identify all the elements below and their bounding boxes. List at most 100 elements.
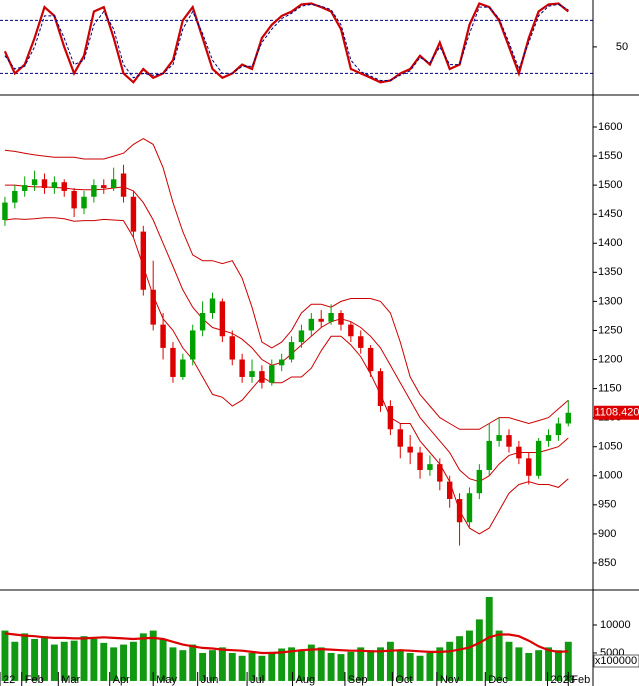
candle-body [91, 185, 97, 197]
candle-body [31, 179, 38, 186]
x-tick-label: 2023 [551, 674, 575, 686]
volume-bar [505, 641, 513, 681]
volume-bar [278, 648, 286, 681]
volume-bar [564, 641, 572, 681]
candle-body [170, 347, 176, 377]
candle-body [308, 318, 315, 331]
candle-body [209, 298, 216, 314]
volume-bar [248, 652, 256, 681]
candle-body [249, 371, 255, 377]
volume-bar [554, 650, 562, 681]
volume-bar [70, 640, 78, 681]
y-tick-label: 900 [598, 528, 616, 540]
volume-bar [367, 650, 375, 681]
candle-body [120, 173, 127, 197]
candle-body [110, 179, 117, 189]
volume-bar [535, 650, 543, 681]
x-tick-label: Feb [25, 674, 44, 686]
candle-body [160, 324, 166, 348]
candle-body [190, 330, 196, 360]
candle-body [387, 406, 394, 430]
y-tick-label: 1600 [598, 121, 622, 133]
volume-bar [1, 630, 9, 681]
candle-body [545, 435, 552, 441]
y-tick-label: 50 [616, 41, 628, 53]
volume-bar [297, 650, 305, 681]
candle-body [476, 469, 483, 494]
candle-body [101, 185, 107, 189]
x-tick-label: Dec [488, 674, 508, 686]
candle-body [41, 179, 48, 189]
bollinger-band [4, 138, 569, 430]
volume-bar [357, 647, 365, 681]
candle-body [51, 182, 58, 189]
y-tick-label: 1450 [598, 208, 622, 220]
y-tick-label: 1250 [598, 324, 622, 336]
volume-bar [416, 655, 424, 681]
volume-bar [21, 633, 29, 681]
volume-bar [139, 633, 147, 681]
volume-bar [209, 650, 216, 681]
volume-bar [100, 642, 108, 681]
oscillator-line [4, 3, 569, 81]
volume-bar [377, 647, 384, 681]
y-tick-label: 10000 [600, 619, 631, 631]
candle-body [358, 336, 364, 348]
candle-body [180, 359, 186, 377]
unit-label: x100000 [595, 655, 637, 667]
y-tick-label: 850 [598, 557, 616, 569]
volume-bar [475, 619, 483, 681]
volume-bar [90, 638, 98, 681]
volume-bar [485, 596, 493, 681]
last-price-label: 1108.420 [594, 407, 639, 419]
candle-body [288, 342, 295, 360]
volume-bar [515, 647, 523, 681]
x-tick-label: 22 [3, 674, 15, 686]
volume-bar [426, 652, 434, 681]
y-tick-label: 1400 [598, 237, 622, 249]
candle-body [407, 446, 413, 453]
y-tick-label: 1000 [598, 470, 622, 482]
volume-bar [41, 636, 48, 681]
volume-bar [258, 655, 266, 681]
candle-body [21, 185, 28, 191]
volume-bar [238, 655, 246, 681]
candle-body [377, 371, 384, 407]
volume-ma [4, 632, 569, 655]
volume-bar [268, 651, 276, 681]
volume-bar [218, 647, 226, 681]
candle-body [367, 347, 374, 372]
candle-body [140, 231, 147, 290]
candle-body [71, 190, 77, 209]
oscillator-line [3, 2, 569, 84]
candle-body [81, 196, 87, 209]
candle-body [456, 499, 463, 523]
candle-body [199, 313, 206, 331]
volume-bar [465, 630, 473, 681]
volume-bar [317, 647, 325, 681]
candle-body [219, 301, 226, 337]
candle-body [526, 458, 532, 476]
candle-body [318, 318, 324, 322]
candle-body [298, 330, 305, 343]
volume-bar [169, 647, 177, 681]
candle-body [328, 313, 334, 322]
x-tick-label: Sep [348, 674, 368, 686]
candle-body [269, 365, 275, 383]
candle-body [2, 202, 8, 221]
x-tick-label: Mar [61, 674, 80, 686]
x-tick-label: Feb [571, 674, 590, 686]
volume-bar [406, 652, 414, 681]
candle-body [12, 190, 18, 203]
candle-body [397, 429, 403, 447]
volume-bar [436, 647, 444, 681]
candle-body [486, 440, 492, 470]
y-tick-label: 1500 [598, 179, 622, 191]
x-tick-label: May [156, 674, 177, 686]
candle-body [506, 435, 512, 447]
volume-bar [80, 636, 88, 681]
x-tick-label: Apr [113, 674, 130, 686]
candle-body [466, 493, 473, 523]
candle-body [278, 359, 285, 366]
